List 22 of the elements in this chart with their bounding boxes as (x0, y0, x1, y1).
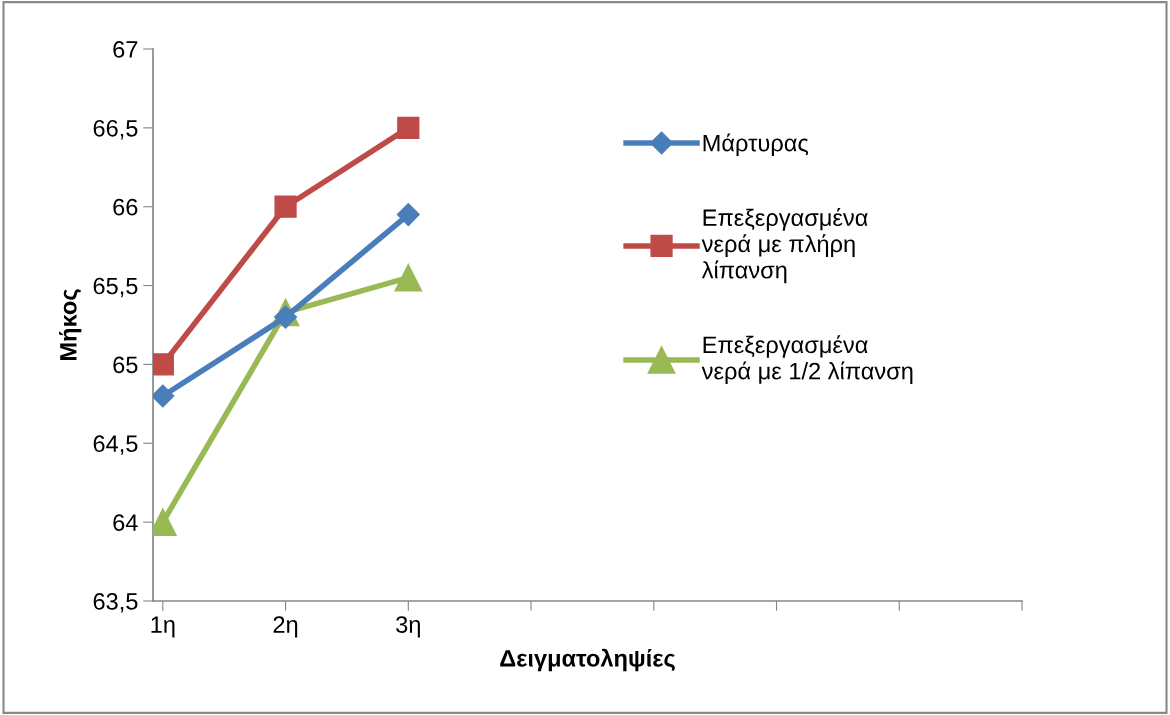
y-tick-label: 67 (113, 41, 138, 58)
point (394, 263, 423, 292)
y-tick-label: 65 (113, 356, 138, 374)
legend-label: Επεξεργασμένα νερά με πλήρη λίπανση (701, 208, 868, 284)
x-tick-label: 1η (151, 616, 175, 638)
point (153, 384, 175, 408)
point (397, 116, 420, 139)
x-tick-label: 2η (273, 616, 298, 638)
legend-label: Μάρτυρας (703, 133, 809, 157)
legend-label: Επεξεργασμένα νερά με 1/2 λίπανση (701, 335, 913, 385)
y-tick-label: 63,5 (93, 593, 138, 613)
point (153, 353, 174, 376)
point (396, 203, 420, 227)
point (274, 195, 297, 218)
y-tick-label: 64 (113, 514, 138, 531)
y-axis-title: Μήκος (59, 289, 82, 360)
y-tick-label: 66 (113, 198, 138, 216)
x-tick-label: 3η (396, 616, 420, 638)
x-axis-title: Δειγματοληψίες (500, 648, 675, 672)
y-tick-label: 66,5 (93, 119, 138, 140)
y-tick-label: 65,5 (93, 277, 138, 298)
y-tick-label: 64,5 (93, 435, 138, 455)
